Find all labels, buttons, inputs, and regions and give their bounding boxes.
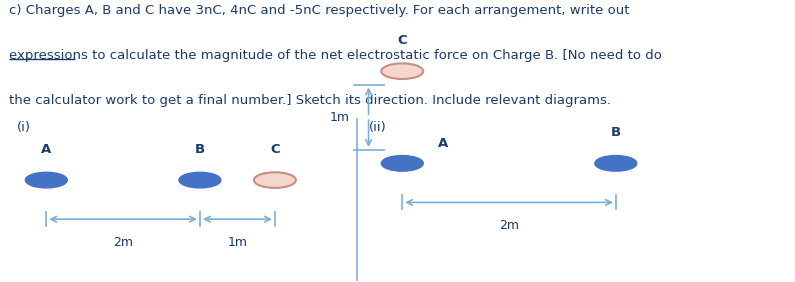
Text: A: A bbox=[41, 142, 52, 155]
Text: C: C bbox=[270, 142, 280, 155]
Circle shape bbox=[382, 63, 423, 79]
Text: expressions to calculate the magnitude of the net electrostatic force on Charge : expressions to calculate the magnitude o… bbox=[9, 49, 661, 62]
Circle shape bbox=[25, 172, 68, 188]
Text: the calculator work to get a final number.] Sketch its direction. Include releva: the calculator work to get a final numbe… bbox=[9, 94, 611, 107]
Text: (ii): (ii) bbox=[369, 122, 386, 135]
Text: A: A bbox=[438, 137, 448, 150]
Text: 1m: 1m bbox=[330, 111, 350, 124]
Circle shape bbox=[595, 155, 637, 171]
Text: (i): (i) bbox=[17, 122, 30, 135]
Text: 2m: 2m bbox=[113, 236, 133, 249]
Text: 2m: 2m bbox=[499, 219, 519, 232]
Text: B: B bbox=[195, 142, 205, 155]
Text: C: C bbox=[398, 34, 407, 47]
Text: c) Charges A, B and C have 3nC, 4nC and -5nC respectively. For each arrangement,: c) Charges A, B and C have 3nC, 4nC and … bbox=[9, 4, 630, 17]
Circle shape bbox=[254, 172, 296, 188]
Circle shape bbox=[179, 172, 221, 188]
Circle shape bbox=[382, 155, 423, 171]
Text: 1m: 1m bbox=[227, 236, 247, 249]
Text: B: B bbox=[611, 126, 621, 139]
